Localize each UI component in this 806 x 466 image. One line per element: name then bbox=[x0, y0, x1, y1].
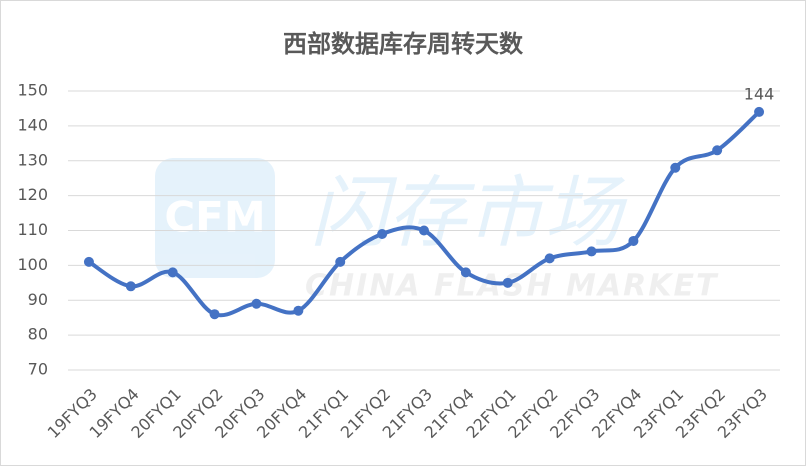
marker bbox=[335, 256, 346, 267]
marker bbox=[712, 145, 723, 156]
marker bbox=[167, 267, 178, 278]
marker bbox=[293, 305, 304, 316]
marker bbox=[83, 256, 94, 267]
marker bbox=[209, 309, 220, 320]
marker bbox=[502, 277, 513, 288]
y-tick-label: 80 bbox=[28, 325, 48, 344]
marker bbox=[419, 225, 429, 236]
marker bbox=[377, 228, 388, 239]
marker bbox=[754, 106, 765, 117]
y-tick-label: 100 bbox=[17, 255, 48, 274]
watermark-english: CHINA FLASH MARKET bbox=[305, 269, 719, 304]
marker bbox=[251, 298, 262, 309]
marker bbox=[586, 246, 597, 257]
data-label: 144 bbox=[744, 84, 775, 103]
y-tick-label: 120 bbox=[17, 185, 48, 204]
watermark-logo: CFM bbox=[164, 193, 265, 242]
y-tick-label: 70 bbox=[28, 360, 48, 379]
y-tick-label: 90 bbox=[28, 290, 48, 309]
y-tick-label: 110 bbox=[17, 220, 48, 239]
marker bbox=[460, 267, 471, 278]
marker bbox=[125, 281, 136, 292]
watermark-name: 闪存市场 bbox=[310, 168, 628, 258]
marker bbox=[544, 253, 555, 264]
marker bbox=[670, 162, 681, 173]
y-tick-label: 150 bbox=[17, 81, 48, 100]
y-tick-label: 130 bbox=[17, 150, 48, 169]
watermark-logo-box bbox=[155, 158, 275, 278]
y-tick-label: 140 bbox=[17, 115, 48, 134]
marker bbox=[628, 235, 639, 246]
chart-title: 西部数据库存周转天数 bbox=[283, 30, 524, 58]
